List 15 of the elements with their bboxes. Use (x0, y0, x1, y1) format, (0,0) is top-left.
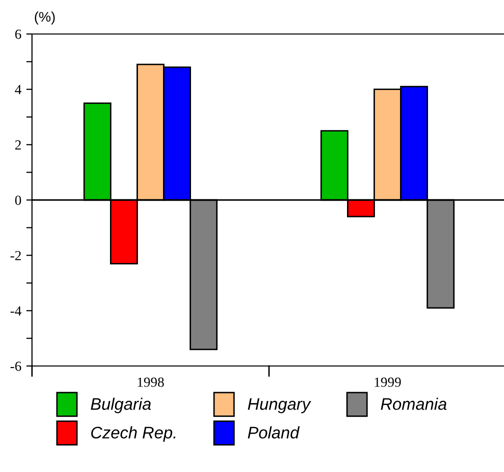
y-tick-label: -4 (10, 306, 22, 316)
legend-label: Czech Rep. (91, 426, 176, 442)
y-tick-label: -6 (10, 362, 22, 371)
y-tick-label: -2 (10, 250, 21, 260)
y-tick-label: 0 (15, 196, 22, 205)
y-axis-title: (%) (34, 12, 55, 24)
y-tick-label: 2 (15, 140, 21, 150)
x-tick-label: 1998 (138, 378, 164, 387)
y-tick-label: 4 (14, 85, 22, 94)
legend-label: Poland (248, 426, 300, 439)
legend-label: Bulgaria (90, 398, 151, 414)
y-tick-label: 6 (15, 30, 22, 39)
legend-label: Hungary (248, 398, 312, 414)
x-tick-label: 1999 (374, 378, 401, 387)
legend-label: Romania (380, 398, 446, 410)
